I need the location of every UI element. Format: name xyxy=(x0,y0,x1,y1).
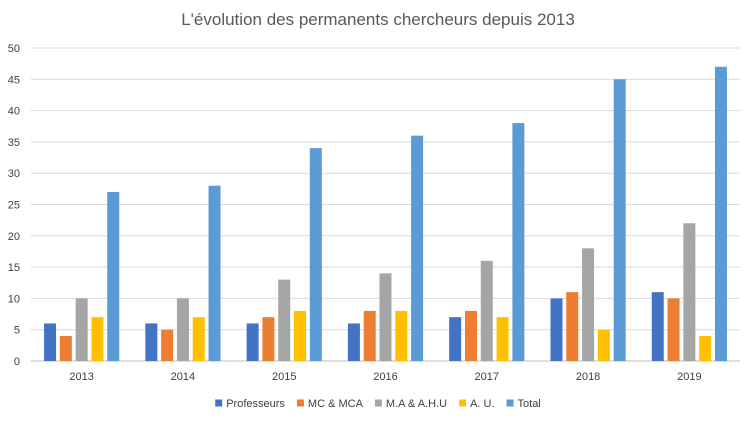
bar xyxy=(496,317,509,361)
bar xyxy=(613,79,626,362)
y-tick-label: 5 xyxy=(14,325,20,337)
bar xyxy=(379,273,392,361)
y-tick-label: 45 xyxy=(8,74,20,86)
bar xyxy=(278,279,291,361)
y-tick-label: 20 xyxy=(8,231,20,243)
legend-swatch xyxy=(506,399,514,407)
y-tick-label: 35 xyxy=(8,137,20,149)
bar xyxy=(161,329,174,361)
bar xyxy=(411,135,424,361)
bar xyxy=(480,260,493,361)
legend: Professeurs MC & MCA M.A & A.H.U A. U. Total xyxy=(215,398,541,410)
bar xyxy=(145,323,158,361)
bar xyxy=(550,298,563,361)
y-tick-label: 25 xyxy=(8,200,20,212)
bar xyxy=(246,323,259,361)
bar xyxy=(667,298,680,361)
x-tick-label: 2015 xyxy=(272,371,296,383)
bars xyxy=(44,66,727,362)
legend-swatch xyxy=(296,399,304,407)
bar xyxy=(464,310,477,361)
y-tick-label: 0 xyxy=(14,356,20,368)
x-axis: 2013 2014 2015 2016 2017 2018 2019 xyxy=(69,371,701,383)
legend-label: A. U. xyxy=(470,398,494,410)
y-tick-label: 30 xyxy=(8,168,20,180)
bar xyxy=(363,310,376,361)
legend-swatch xyxy=(215,399,223,407)
bar xyxy=(309,148,322,361)
bar xyxy=(683,223,696,361)
y-tick-label: 15 xyxy=(8,262,20,274)
bar xyxy=(208,185,221,361)
bar xyxy=(449,317,462,361)
x-tick-label: 2019 xyxy=(677,371,701,383)
bar xyxy=(59,335,72,361)
bar xyxy=(651,292,664,361)
bar xyxy=(44,323,57,361)
x-tick-label: 2017 xyxy=(475,371,499,383)
bar xyxy=(107,191,120,361)
bar xyxy=(176,298,189,361)
bar xyxy=(566,292,579,361)
bar xyxy=(699,335,712,361)
bar xyxy=(395,310,408,361)
legend-label: MC & MCA xyxy=(308,398,364,410)
y-tick-label: 40 xyxy=(8,106,20,118)
legend-label: Total xyxy=(518,398,541,410)
x-tick-label: 2014 xyxy=(171,371,195,383)
bar xyxy=(192,317,205,361)
y-tick-label: 50 xyxy=(8,43,20,55)
bar xyxy=(512,123,525,362)
bar xyxy=(294,310,307,361)
legend-swatch xyxy=(374,399,382,407)
legend-label: Professeurs xyxy=(226,398,285,410)
bar xyxy=(91,317,104,361)
bar xyxy=(75,298,88,361)
bar xyxy=(597,329,610,361)
x-tick-label: 2018 xyxy=(576,371,600,383)
y-tick-label: 10 xyxy=(8,293,20,305)
chart-title: L'évolution des permanents chercheurs de… xyxy=(181,10,575,29)
bar xyxy=(714,66,727,361)
x-tick-label: 2013 xyxy=(69,371,93,383)
bar xyxy=(582,248,595,361)
bar xyxy=(347,323,360,361)
bar xyxy=(262,317,275,361)
legend-swatch xyxy=(459,399,467,407)
legend-label: M.A & A.H.U xyxy=(386,398,447,410)
y-axis: 0 5 10 15 20 25 30 35 40 45 50 xyxy=(8,43,20,368)
x-tick-label: 2016 xyxy=(373,371,397,383)
